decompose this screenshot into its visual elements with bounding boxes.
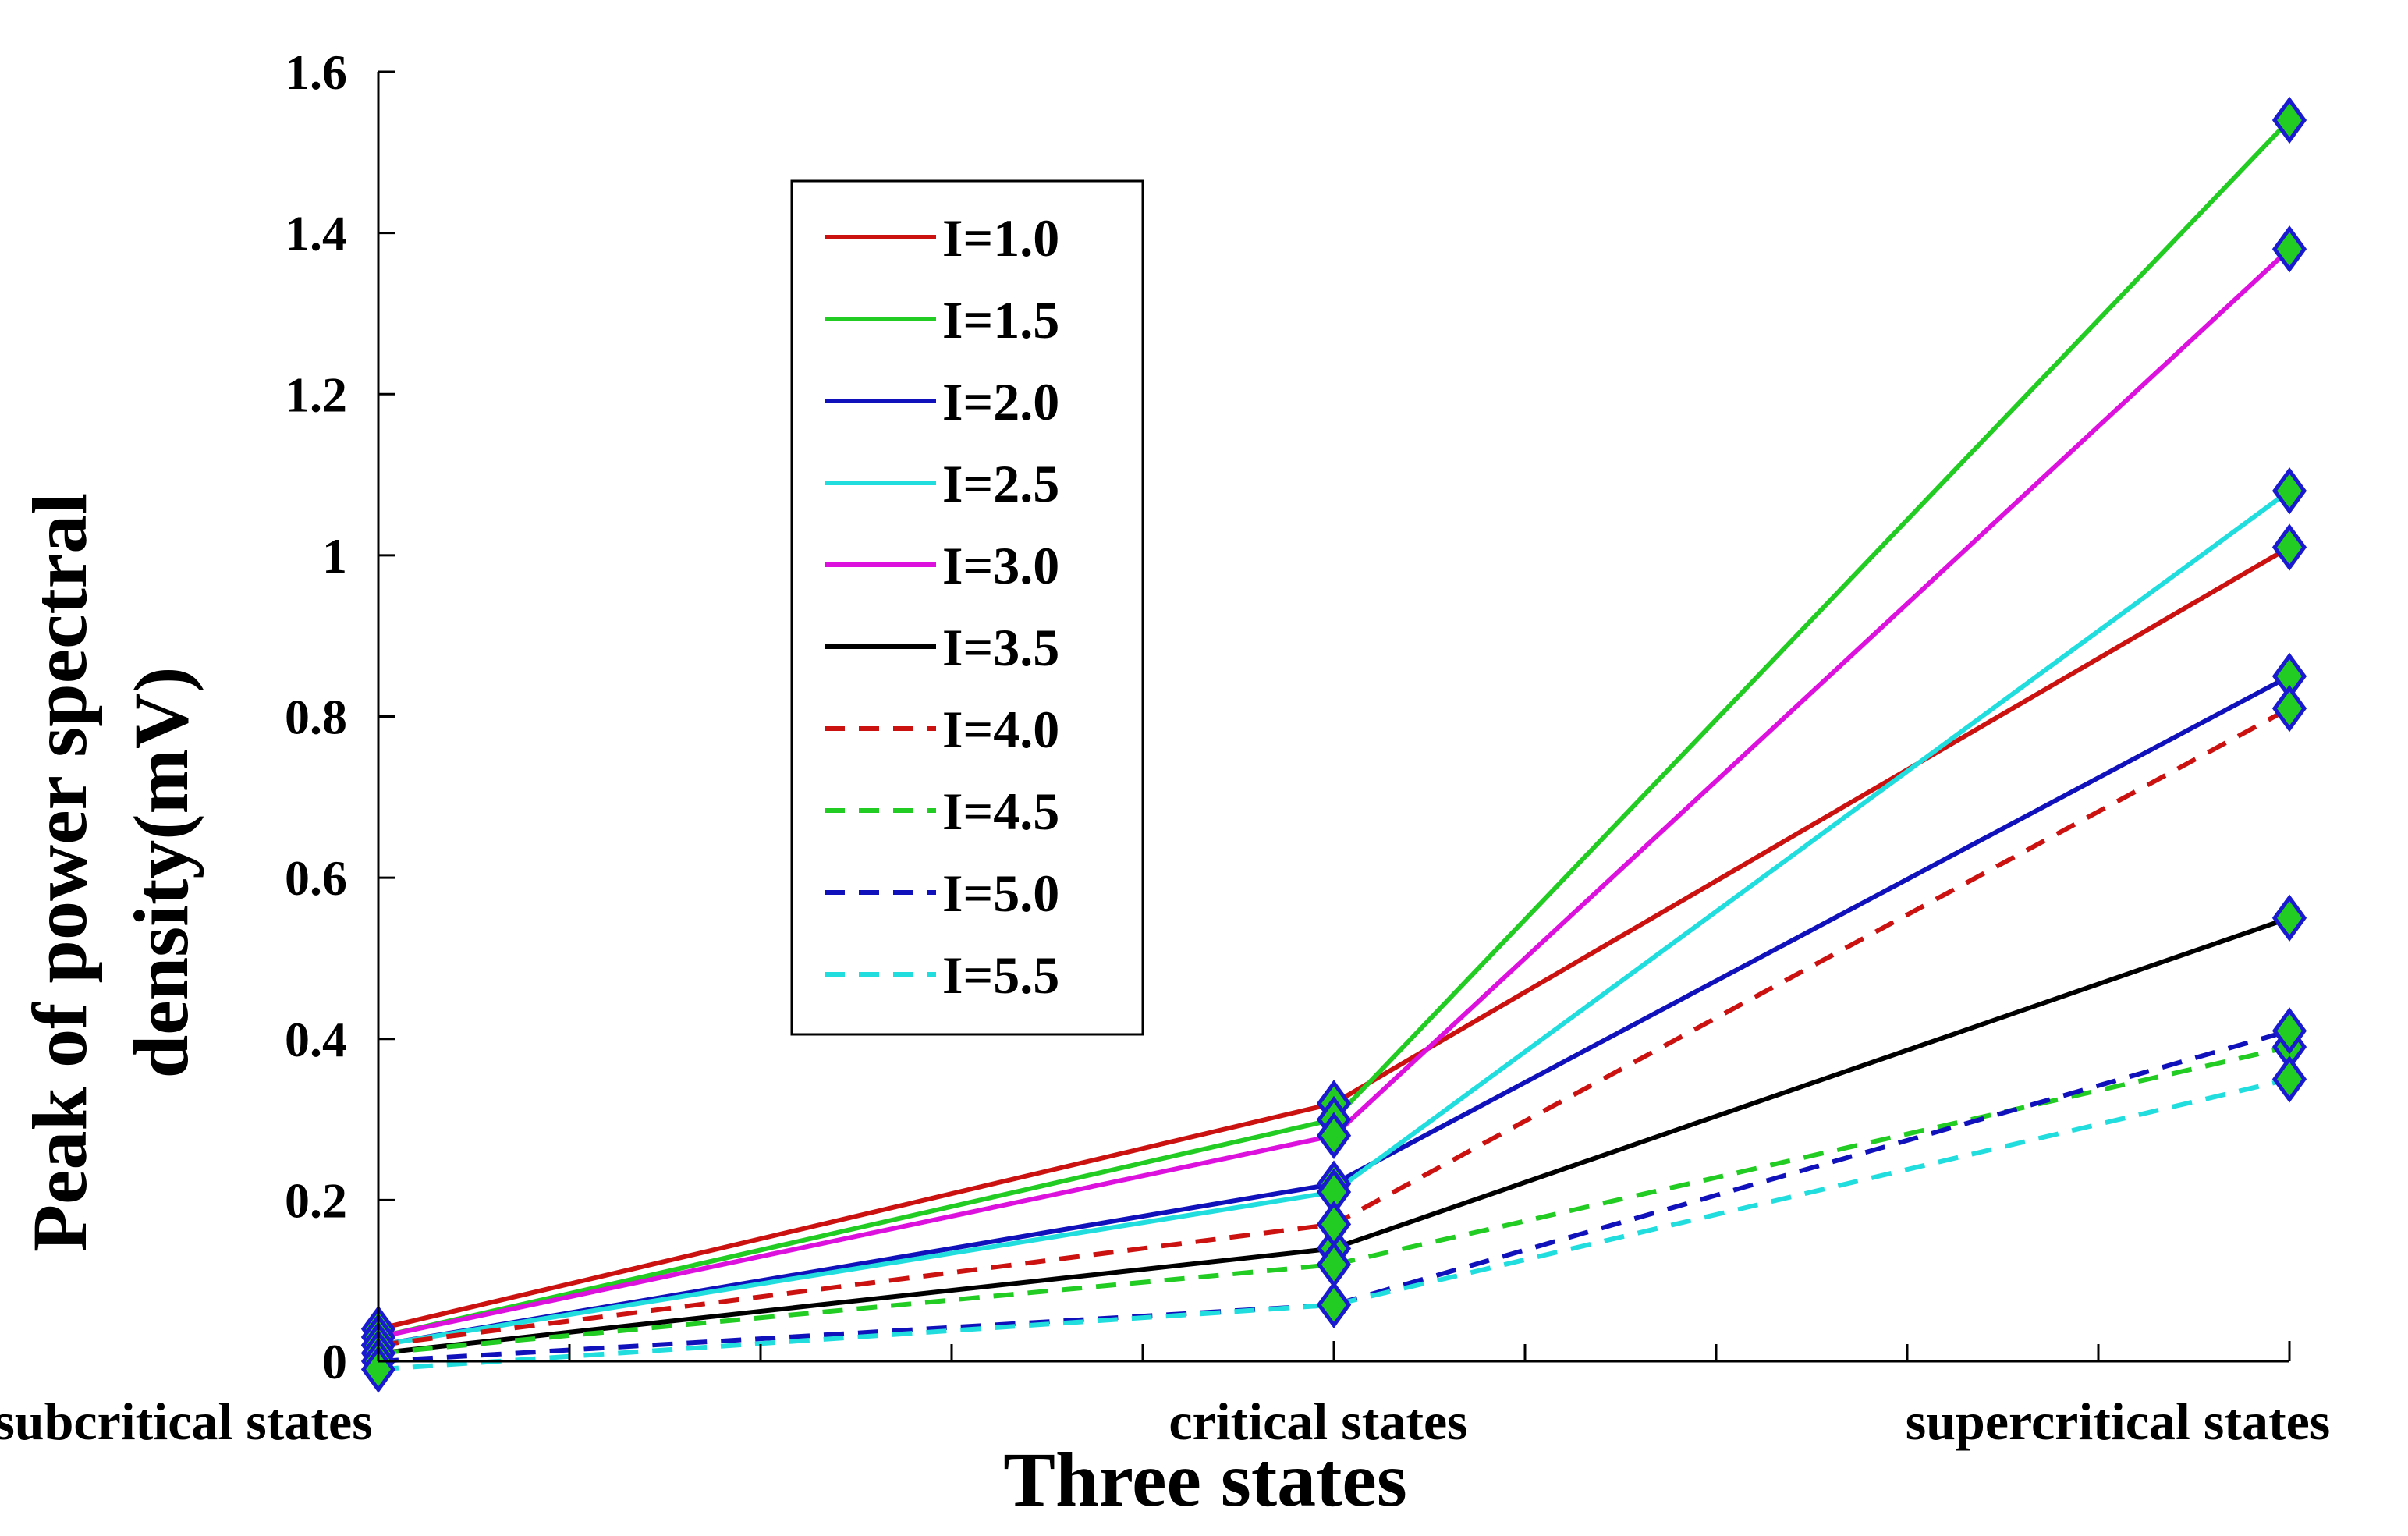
marker-I=5.0-2 (2271, 1007, 2307, 1055)
y-tick-label: 0.4 (285, 1012, 347, 1067)
series-markers (360, 96, 2307, 1393)
legend-label: I=5.5 (942, 945, 1059, 1005)
legend-label: I=3.0 (942, 536, 1059, 595)
x-axis-title: Three states (1003, 1436, 1406, 1523)
marker-I=5.5-2 (2271, 1055, 2307, 1103)
legend-label: I=2.0 (942, 372, 1059, 431)
y-axis: 0 0.2 0.4 0.6 0.8 1 1.2 1.4 1.6 (285, 44, 395, 1389)
marker-I=3.0-2 (2271, 225, 2307, 273)
marker-I=2.5-2 (2271, 466, 2307, 515)
legend-label: I=1.5 (942, 290, 1059, 349)
legend: I=1.0 I=1.5 I=2.0 I=2.5 I=3.0 I=3.5 I=4.0 I=4.5… (790, 179, 1144, 1036)
legend-label: I=4.5 (942, 782, 1059, 841)
y-title-line-1: Peak of power spectral (16, 493, 103, 1252)
series-line-I=5.5 (378, 1077, 2290, 1372)
y-tick-label: 1.6 (285, 44, 347, 100)
marker-I=4.0-1 (1316, 1201, 1352, 1248)
series-line-I=4.5 (378, 1045, 2290, 1356)
y-tick-label: 0 (322, 1334, 347, 1389)
y-tick-label: 0.2 (285, 1172, 347, 1228)
y-tick-label: 0.6 (285, 850, 347, 906)
marker-I=1.5-2 (2271, 96, 2307, 144)
y-tick-label: 1.2 (285, 367, 347, 422)
legend-label: I=1.0 (942, 208, 1059, 268)
marker-I=4.0-2 (2271, 684, 2307, 733)
marker-I=3.5-2 (2271, 894, 2307, 942)
marker-I=1.0-2 (2271, 523, 2307, 571)
y-tick-label: 1 (322, 528, 347, 584)
legend-label: I=5.0 (942, 864, 1059, 923)
legend-label: I=3.5 (942, 618, 1059, 677)
legend-box (790, 179, 1144, 1036)
x-axis: subcritical states critical states supercr… (0, 1341, 2330, 1451)
legend-label: I=2.5 (942, 454, 1059, 513)
y-tick-label: 0.8 (285, 690, 347, 745)
x-tick-label: supercritical states (1906, 1392, 2331, 1451)
legend-label: I=4.0 (942, 700, 1059, 759)
marker-I=5.5-1 (1316, 1281, 1352, 1328)
marker-I=3.0-1 (1316, 1112, 1352, 1159)
x-tick-label: critical states (1169, 1392, 1467, 1451)
marker-I=5.5-0 (360, 1346, 396, 1393)
y-tick-label: 1.4 (285, 206, 347, 261)
series-line-I=5.0 (378, 1028, 2290, 1364)
x-tick-label: subcritical states (0, 1392, 373, 1451)
y-title-line-2: density(mV) (118, 667, 204, 1079)
y-axis-title: Peak of power spectral density(mV) (16, 493, 204, 1252)
